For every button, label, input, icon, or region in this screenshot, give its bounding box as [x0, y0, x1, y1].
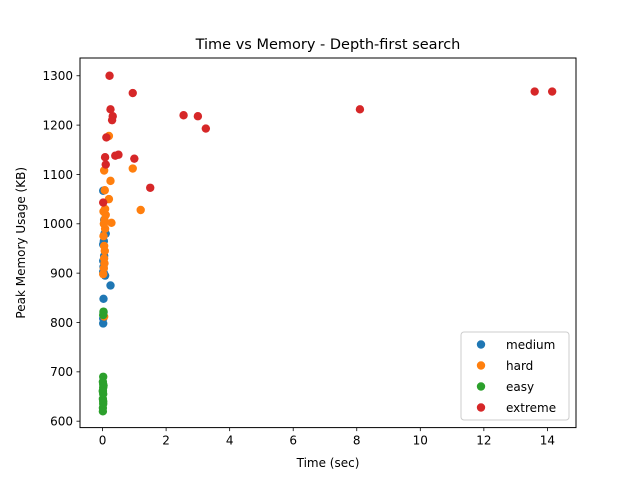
x-tick-label: 2	[162, 434, 170, 448]
data-point-extreme-3	[102, 133, 111, 142]
data-point-extreme-11	[130, 154, 139, 163]
data-point-extreme-10	[128, 88, 137, 98]
data-point-medium-13	[106, 281, 115, 290]
data-point-hard-19	[128, 164, 137, 173]
legend-marker-hard	[476, 361, 486, 370]
y-tick-label: 900	[50, 266, 73, 280]
data-point-extreme-0	[99, 198, 108, 207]
y-tick-label: 1300	[42, 69, 73, 83]
x-axis-label: Time (sec)	[296, 456, 360, 470]
y-tick-label: 1000	[42, 217, 73, 231]
data-point-hard-12	[100, 204, 110, 214]
data-point-extreme-13	[179, 111, 188, 120]
legend-marker-extreme	[476, 403, 486, 412]
data-point-hard-16	[106, 176, 115, 186]
legend-marker-medium	[476, 340, 486, 349]
y-tick-label: 1100	[42, 168, 73, 182]
data-points	[98, 71, 557, 416]
y-axis-label: Peak Memory Usage (KB)	[14, 167, 28, 319]
legend: medium hard easy extreme	[460, 331, 570, 421]
x-tick-label: 14	[540, 434, 555, 448]
data-point-extreme-15	[201, 124, 211, 133]
legend-label-extreme: extreme	[506, 401, 556, 415]
data-point-extreme-18	[547, 87, 557, 96]
data-point-medium-2	[99, 294, 108, 304]
legend-frame	[460, 331, 570, 421]
x-axis-ticks: 0 2 4 6 8 10 12 14	[99, 427, 555, 448]
data-point-hard-5	[99, 241, 109, 251]
data-point-easy-10	[99, 372, 108, 381]
data-point-easy-13	[98, 387, 108, 396]
data-point-extreme-2	[100, 152, 110, 162]
legend-label-hard: hard	[506, 359, 533, 373]
chart-title: Time vs Memory - Depth-first search	[195, 37, 461, 53]
data-point-extreme-17	[530, 87, 539, 96]
data-point-extreme-14	[193, 112, 203, 121]
x-tick-label: 0	[99, 434, 107, 448]
x-tick-label: 12	[476, 434, 491, 448]
y-tick-label: 1200	[42, 118, 73, 132]
x-tick-label: 8	[353, 434, 361, 448]
x-tick-label: 10	[413, 434, 428, 448]
data-point-hard-20	[136, 205, 145, 215]
x-tick-label: 4	[226, 434, 234, 448]
data-point-extreme-5	[106, 105, 115, 114]
legend-label-easy: easy	[506, 380, 534, 394]
data-point-easy-12	[99, 307, 108, 316]
data-point-extreme-4	[105, 71, 114, 80]
plot-frame	[79, 57, 577, 429]
y-axis-ticks: 600 700 800 900 1000 1100 1200 1300	[42, 69, 80, 428]
legend-marker-easy	[476, 382, 486, 391]
data-point-extreme-9	[114, 150, 123, 159]
data-point-hard-17	[107, 218, 116, 228]
data-point-extreme-1	[101, 160, 110, 169]
data-point-hard-3	[99, 254, 109, 263]
x-tick-label: 6	[289, 434, 297, 448]
y-tick-label: 800	[50, 316, 73, 330]
data-point-hard-13	[100, 186, 109, 195]
y-tick-label: 600	[50, 414, 73, 428]
y-tick-label: 700	[50, 365, 73, 379]
legend-label-medium: medium	[506, 338, 555, 352]
data-point-easy-14	[99, 397, 108, 406]
data-point-extreme-12	[146, 183, 155, 192]
data-point-hard-6	[99, 231, 108, 241]
data-point-extreme-16	[355, 105, 365, 114]
data-point-extreme-7	[108, 112, 117, 121]
